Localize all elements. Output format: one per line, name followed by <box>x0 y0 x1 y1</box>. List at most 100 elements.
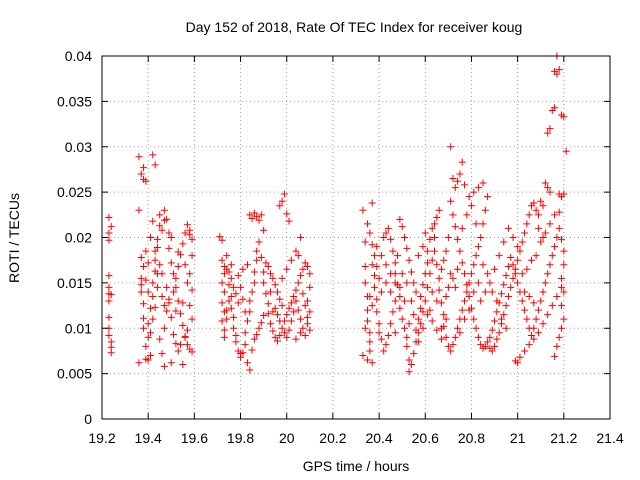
data-point <box>276 317 284 325</box>
data-point <box>165 229 173 237</box>
data-point <box>417 292 425 300</box>
data-point <box>273 337 281 345</box>
data-point <box>142 342 150 350</box>
data-point <box>223 252 231 260</box>
data-point <box>241 329 249 337</box>
data-point <box>218 256 226 264</box>
data-point <box>403 244 411 252</box>
data-point <box>165 295 173 303</box>
data-point <box>444 283 452 291</box>
data-point <box>440 311 448 319</box>
data-point <box>387 288 395 296</box>
data-point <box>174 297 182 305</box>
data-point <box>248 214 256 222</box>
data-point <box>417 320 425 328</box>
data-point <box>431 247 439 255</box>
data-point <box>283 210 291 218</box>
data-point <box>167 359 175 367</box>
data-point <box>137 288 145 296</box>
data-point <box>451 223 459 231</box>
data-point <box>373 243 381 251</box>
data-point <box>555 224 563 232</box>
data-point <box>174 263 182 271</box>
data-point <box>398 270 406 278</box>
data-point <box>183 326 191 334</box>
data-point <box>135 153 143 161</box>
data-point <box>292 335 300 343</box>
data-point <box>454 324 462 332</box>
data-point <box>294 279 302 287</box>
data-point <box>232 332 240 340</box>
data-point <box>546 261 554 269</box>
data-point <box>304 263 312 271</box>
data-point <box>144 320 152 328</box>
data-point <box>435 206 443 214</box>
data-point <box>491 265 499 273</box>
data-point <box>170 270 178 278</box>
data-point <box>454 177 462 185</box>
data-point <box>297 329 305 337</box>
data-point <box>433 214 441 222</box>
data-point <box>170 331 178 339</box>
data-point <box>417 304 425 312</box>
data-point <box>449 341 457 349</box>
data-point <box>364 306 372 314</box>
data-point <box>444 342 452 350</box>
data-point <box>230 313 238 321</box>
data-point <box>562 147 570 155</box>
chart-title: Day 152 of 2018, Rate Of TEC Index for r… <box>186 19 523 35</box>
data-point <box>410 279 418 287</box>
data-point <box>373 308 381 316</box>
data-point <box>541 229 549 237</box>
data-point <box>407 361 415 369</box>
data-point <box>181 261 189 269</box>
data-point <box>294 306 302 314</box>
data-point <box>426 270 434 278</box>
data-point <box>479 261 487 269</box>
data-point <box>502 324 510 332</box>
data-point <box>160 206 168 214</box>
data-point <box>470 288 478 296</box>
data-point <box>370 283 378 291</box>
data-point <box>283 333 291 341</box>
y-tick-label: 0.025 <box>57 184 92 200</box>
data-point <box>421 229 429 237</box>
data-point <box>368 199 376 207</box>
data-point <box>463 211 471 219</box>
data-point <box>470 315 478 323</box>
data-point <box>461 315 469 323</box>
data-point <box>504 224 512 232</box>
data-point <box>137 281 145 289</box>
data-point <box>491 317 499 325</box>
data-point <box>472 252 480 260</box>
data-point <box>278 197 286 205</box>
data-point <box>384 224 392 232</box>
data-point <box>237 283 245 291</box>
data-point <box>181 333 189 341</box>
data-point <box>424 259 432 267</box>
data-point <box>458 158 466 166</box>
data-point <box>486 279 494 287</box>
data-point <box>428 224 436 232</box>
data-point <box>516 247 524 255</box>
data-point <box>509 274 517 282</box>
data-points <box>105 52 570 376</box>
data-point <box>172 283 180 291</box>
data-point <box>502 302 510 310</box>
data-point <box>172 340 180 348</box>
data-point <box>220 326 228 334</box>
data-point <box>267 320 275 328</box>
x-tick-label: 20.2 <box>319 430 346 446</box>
data-point <box>177 310 185 318</box>
data-point <box>518 297 526 305</box>
data-point <box>140 164 148 172</box>
data-point <box>278 324 286 332</box>
data-point <box>160 362 168 370</box>
data-point <box>481 288 489 296</box>
data-point <box>292 286 300 294</box>
data-point <box>555 66 563 74</box>
data-point <box>234 272 242 280</box>
data-point <box>188 252 196 260</box>
data-point <box>560 247 568 255</box>
